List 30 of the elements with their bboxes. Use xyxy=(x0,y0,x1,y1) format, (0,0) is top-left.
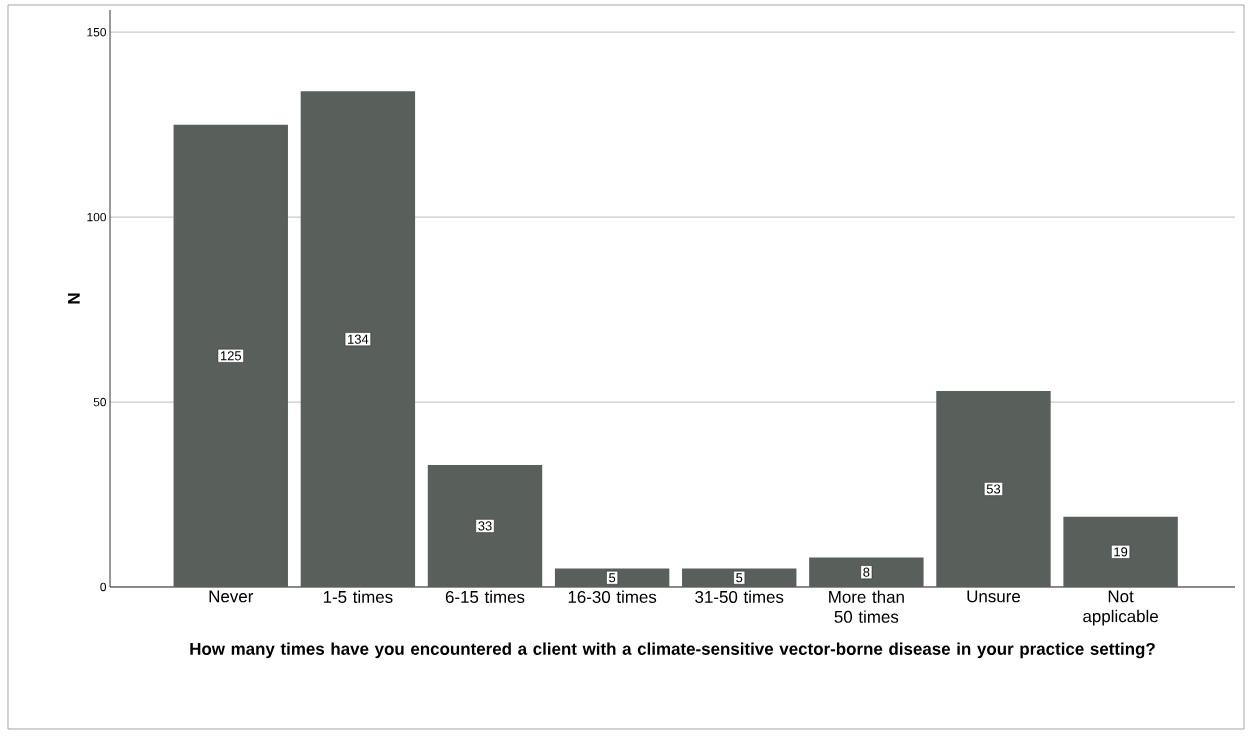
x-tick-label: Unsure xyxy=(967,590,1021,603)
bar xyxy=(300,91,416,587)
data-label: 134 xyxy=(348,334,369,344)
x-tick-label: 6-15 times xyxy=(445,590,525,603)
data-label: 8 xyxy=(863,567,870,577)
bar xyxy=(1063,516,1178,587)
data-label: 53 xyxy=(986,484,1001,494)
x-tick-label: Not applicable xyxy=(1083,590,1158,626)
x-tick-label: More than 50 times xyxy=(829,590,904,623)
bar xyxy=(427,464,543,587)
y-tick-label: 50 xyxy=(93,397,107,407)
bar xyxy=(682,568,797,587)
bar xyxy=(936,390,1051,587)
y-tick-label: 150 xyxy=(87,27,107,37)
bar xyxy=(173,124,288,587)
x-axis-title: How many times have you encountered a client with a climate-sensitive vector-borne disease in your practice setting? xyxy=(190,642,1155,659)
x-tick-label: Never xyxy=(209,590,254,603)
y-tick-label: 0 xyxy=(100,582,107,592)
data-label: 33 xyxy=(478,521,492,531)
x-tick-label: 31-50 times xyxy=(695,590,784,603)
y-tick-label: 100 xyxy=(87,212,107,222)
bar xyxy=(554,568,670,587)
x-tick-label: 16-30 times xyxy=(568,590,657,603)
x-tick-label: 1-5 times xyxy=(323,590,393,603)
bar xyxy=(809,557,924,587)
data-label: 125 xyxy=(220,351,242,361)
data-label: 5 xyxy=(736,573,743,583)
data-label: 5 xyxy=(609,573,616,583)
y-axis-title: N xyxy=(68,293,80,304)
data-label: 19 xyxy=(1114,547,1128,557)
